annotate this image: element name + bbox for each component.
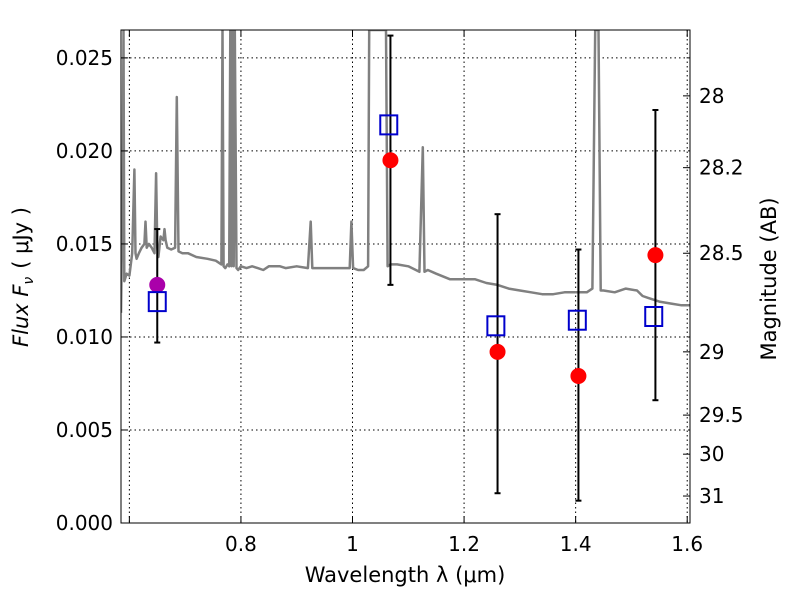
y-axis-title-unit: ( μJy ) (9, 207, 33, 269)
y-axis-title: Flux Fν ( μJy ) (9, 207, 37, 347)
plot-frame (120, 29, 691, 524)
data-point-circle (382, 152, 399, 169)
data-point-square (486, 315, 506, 337)
y2-tick-label: 29.5 (699, 403, 744, 427)
y-tick-label: 0.025 (56, 46, 113, 70)
x-tick-label: 1 (346, 532, 359, 556)
marker-layer (147, 114, 664, 385)
data-point-circle (570, 368, 587, 385)
x-axis-title: Wavelength λ (μm) (305, 563, 506, 587)
data-point-circle (149, 276, 166, 293)
y2-tick-label: 31 (699, 484, 724, 508)
spectrum-line-layer (121, 30, 690, 313)
data-point-square (644, 305, 664, 327)
y-tick-label: 0.000 (56, 511, 113, 535)
data-point-square (147, 291, 167, 313)
x-tick-label: 1.4 (560, 532, 592, 556)
y-axis-title-sub: ν (21, 277, 37, 285)
grid-lines (121, 30, 690, 524)
data-point-square (379, 114, 399, 136)
y2-tick-label: 28.5 (699, 241, 744, 265)
y-axis-title-main: Flux F (9, 284, 33, 347)
x-tick-label: 1.6 (671, 532, 703, 556)
tick-labels: 0.8 1 1.2 1.4 1.6 0.000 0.005 0.010 0.015 0.020 0.… (56, 46, 744, 556)
y-tick-label: 0.010 (56, 325, 113, 349)
data-point-circle (489, 343, 506, 360)
x-tick-label: 1.2 (448, 532, 480, 556)
spectrum-line (121, 30, 690, 313)
plot-data (121, 30, 690, 502)
x-tick-label: 0.8 (225, 532, 257, 556)
y-tick-label: 0.020 (56, 139, 113, 163)
y2-tick-label: 30 (699, 442, 724, 466)
y2-tick-label: 28 (699, 84, 724, 108)
y2-axis-title: Magnitude (AB) (757, 197, 781, 360)
axis-ticks (121, 30, 690, 524)
data-point-circle (647, 247, 664, 264)
y-tick-label: 0.015 (56, 232, 113, 256)
y-tick-label: 0.005 (56, 418, 113, 442)
data-point-square (567, 309, 587, 331)
y2-tick-label: 28.2 (699, 156, 744, 180)
y2-tick-label: 29 (699, 340, 724, 364)
